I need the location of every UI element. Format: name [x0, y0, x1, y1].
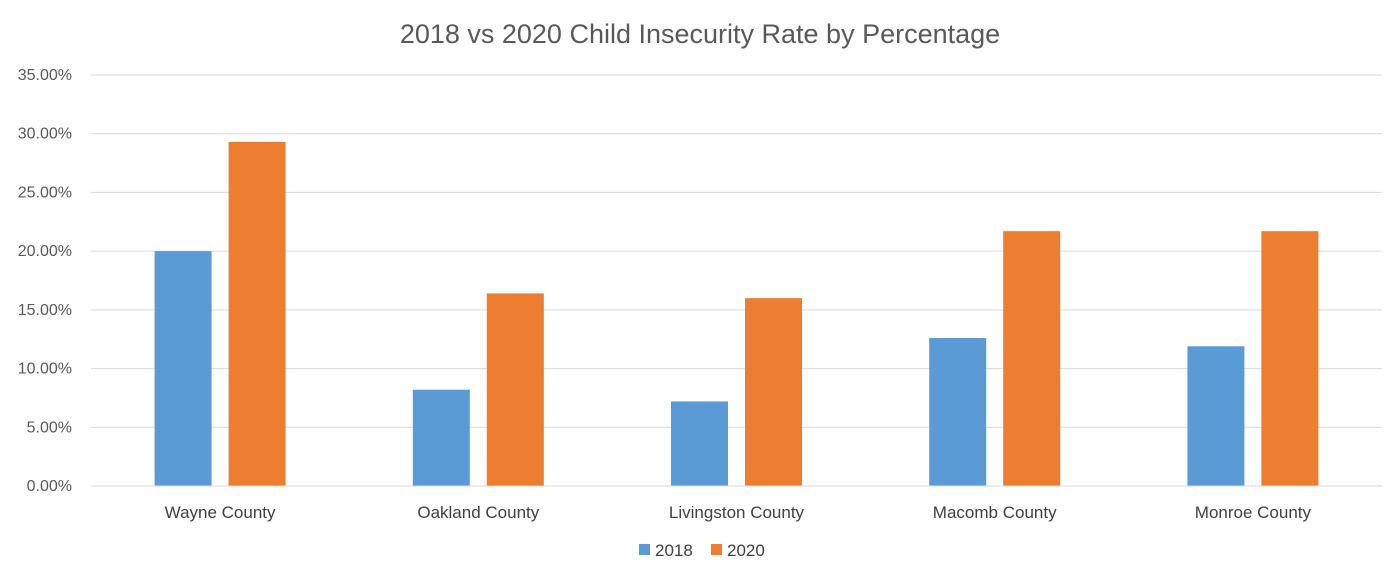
bar-2018-livingston-county: [671, 401, 728, 486]
y-tick-label: 15.00%: [18, 302, 72, 319]
y-tick-label: 30.00%: [18, 126, 72, 143]
x-category-label: Oakland County: [417, 503, 539, 522]
y-tick-label: 35.00%: [18, 67, 72, 84]
x-category-label: Macomb County: [933, 503, 1057, 522]
x-category-label: Wayne County: [165, 503, 276, 522]
legend-swatch-2018: [639, 544, 650, 555]
bar-2020-monroe-county: [1261, 231, 1319, 486]
bars: [154, 141, 1319, 487]
bar-2020-livingston-county: [745, 298, 802, 486]
legend-label-2018: 2018: [655, 541, 693, 560]
x-category-label: Livingston County: [669, 503, 805, 522]
bar-2018-oakland-county: [412, 389, 470, 486]
x-category-label: Monroe County: [1195, 503, 1312, 522]
gridlines: [91, 74, 1382, 428]
y-tick-label: 25.00%: [18, 184, 72, 201]
y-tick-label: 10.00%: [18, 361, 72, 378]
bar-2020-wayne-county: [228, 141, 286, 487]
bar-2018-macomb-county: [929, 338, 987, 486]
y-tick-label: 5.00%: [27, 419, 72, 436]
bar-2020-oakland-county: [486, 293, 544, 486]
bar-2020-macomb-county: [1003, 231, 1061, 486]
y-tick-label: 0.00%: [27, 478, 72, 495]
legend-label-2020: 2020: [727, 541, 765, 560]
bar-2018-wayne-county: [154, 251, 212, 486]
y-axis-tick-labels: 0.00% 5.00% 10.00% 15.00% 20.00% 25.00% 30.00%…: [18, 67, 72, 495]
legend-swatch-2020: [711, 544, 722, 555]
x-axis-category-labels: Wayne County Oakland County Livingston Cou…: [165, 503, 1312, 522]
chart-title: 2018 vs 2020 Child Insecurity Rate by Pe…: [400, 19, 1000, 49]
y-tick-label: 20.00%: [18, 243, 72, 260]
legend: 2018 2020: [639, 541, 765, 560]
bar-2018-monroe-county: [1187, 346, 1245, 486]
